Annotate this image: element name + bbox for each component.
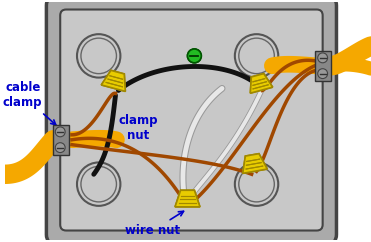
- Circle shape: [187, 49, 201, 63]
- Text: clamp
nut: clamp nut: [111, 114, 158, 143]
- Text: cable
clamp: cable clamp: [3, 81, 56, 125]
- Bar: [315, 51, 331, 81]
- Polygon shape: [175, 190, 200, 207]
- Circle shape: [55, 127, 65, 137]
- Bar: [53, 125, 69, 155]
- Polygon shape: [101, 70, 125, 91]
- Text: wire nut: wire nut: [125, 211, 184, 237]
- FancyBboxPatch shape: [60, 9, 323, 231]
- Polygon shape: [175, 190, 200, 207]
- Circle shape: [318, 69, 328, 79]
- Polygon shape: [250, 74, 273, 93]
- Polygon shape: [243, 154, 267, 173]
- Polygon shape: [101, 70, 125, 91]
- Polygon shape: [243, 154, 267, 173]
- Circle shape: [55, 143, 65, 152]
- FancyBboxPatch shape: [46, 0, 336, 242]
- Polygon shape: [250, 74, 273, 93]
- Circle shape: [187, 49, 201, 63]
- Circle shape: [318, 53, 328, 63]
